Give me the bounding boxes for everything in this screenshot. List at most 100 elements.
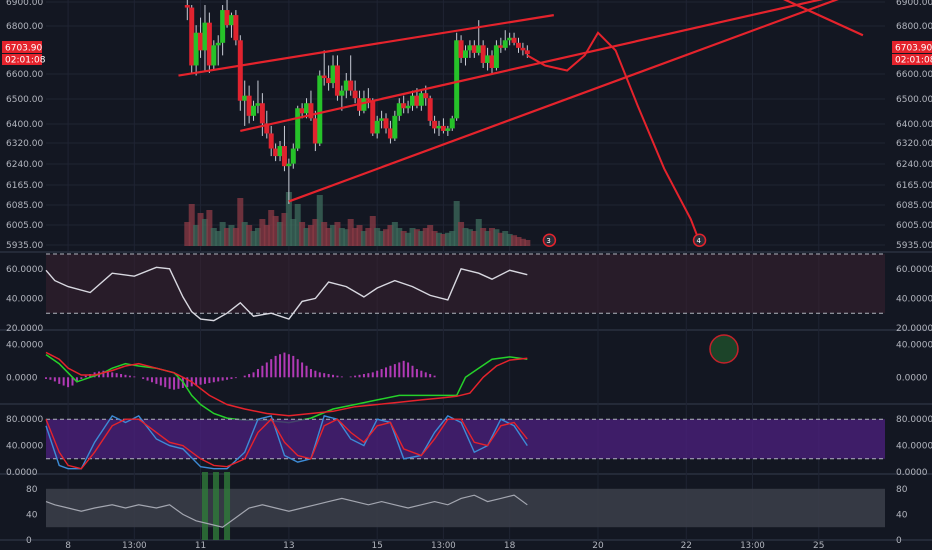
volume-bar — [360, 231, 367, 246]
macd-histogram-bar — [336, 375, 339, 378]
price-tick-label-left: 6165.00 — [6, 181, 43, 191]
volume-bar — [378, 231, 385, 246]
candle-down — [511, 37, 517, 43]
volume-bar — [475, 219, 482, 246]
rsi-band — [46, 254, 885, 314]
price-tick-label-left: 6600.00 — [6, 70, 43, 80]
event-marker[interactable]: 3 — [542, 233, 557, 247]
candle-up — [286, 163, 292, 167]
oscillator-tick-label-right: 80 — [896, 485, 908, 495]
trendline[interactable] — [240, 0, 863, 132]
candle-up — [436, 125, 442, 129]
projection-path[interactable] — [526, 31, 701, 243]
candle-down — [246, 95, 252, 116]
price-tick-label-right: 6800.00 — [896, 22, 932, 32]
macd-histogram-bar — [424, 372, 427, 378]
stochastic-d-line[interactable] — [45, 418, 528, 470]
macd-histogram-bar — [199, 377, 202, 385]
macd-histogram-bar — [208, 377, 211, 384]
candle-down — [515, 42, 521, 48]
volume-bar — [396, 228, 403, 246]
macd-histogram-bar — [274, 355, 277, 378]
oscillator-tick-label-left: 40 — [26, 510, 38, 520]
candle-down — [264, 123, 270, 134]
trendline[interactable] — [178, 14, 554, 77]
volume-bar — [453, 201, 460, 246]
candle-up — [290, 148, 296, 164]
oscillator-line[interactable] — [45, 494, 528, 528]
candle-down — [198, 32, 204, 51]
macd-histogram-bar — [354, 375, 357, 378]
trendline[interactable] — [288, 0, 863, 203]
time-axis-label: 13 — [283, 541, 294, 550]
event-marker-circle — [542, 233, 557, 247]
current-price-box-left — [2, 41, 42, 53]
candle-down — [427, 98, 433, 121]
macd-histogram-bar — [385, 367, 388, 378]
volume-bar — [215, 231, 222, 246]
candle-up — [392, 115, 398, 139]
trendline[interactable] — [753, 0, 864, 37]
candle-up — [410, 95, 416, 106]
stochastic-tick-label-left: 0.0000 — [6, 468, 38, 478]
rsi-tick-label-left: 60.0000 — [6, 265, 43, 275]
macd-histogram-bar — [164, 377, 167, 388]
candle-down — [352, 90, 358, 99]
volume-bar — [502, 231, 509, 246]
volume-bar — [272, 216, 279, 246]
candle-down — [233, 15, 239, 41]
macd-histogram-bar — [133, 376, 136, 378]
candle-up — [242, 95, 248, 101]
volume-bar — [184, 222, 191, 246]
volume-bar — [232, 228, 239, 246]
volume-bar — [488, 228, 495, 246]
current-price-box-right — [892, 41, 932, 53]
macd-histogram-bar — [128, 375, 131, 378]
macd-tick-label-left: 40.0000 — [6, 340, 43, 350]
macd-histogram-bar — [168, 377, 171, 389]
event-marker[interactable]: 4 — [692, 233, 707, 247]
volume-bar — [294, 204, 301, 246]
rsi-panel[interactable] — [45, 253, 885, 322]
volume-bar — [506, 234, 513, 246]
candle-down — [334, 65, 340, 96]
candle-up — [228, 15, 234, 26]
volume-bar — [511, 235, 518, 246]
stochastic-panel[interactable] — [45, 414, 885, 470]
macd-histogram-bar — [261, 365, 264, 378]
volume-bar — [391, 222, 398, 246]
stochastic-k-line[interactable] — [45, 414, 528, 470]
macd-panel[interactable] — [45, 334, 739, 424]
volume-bar — [356, 225, 363, 246]
macd-histogram-bar — [111, 372, 114, 378]
candle-up — [304, 103, 310, 114]
candle-down — [440, 125, 446, 131]
stochastic-tick-label-left: 80.0000 — [6, 415, 43, 425]
time-axis-label: 13:00 — [122, 541, 147, 550]
oscillator-panel[interactable] — [45, 472, 885, 540]
volume-bar — [197, 213, 204, 246]
macd-signal-line[interactable] — [45, 351, 528, 417]
macd-histogram-bar — [309, 369, 312, 378]
rsi-tick-label-left: 40.0000 — [6, 294, 43, 304]
candle-up — [467, 45, 473, 51]
candle-up — [255, 103, 261, 106]
time-axis-label: 11 — [195, 541, 206, 550]
volume-bar — [210, 228, 217, 246]
volume-bar — [250, 231, 257, 246]
oscillator-band — [46, 488, 885, 528]
rsi-line[interactable] — [45, 266, 528, 322]
price-tick-label-left: 5935.00 — [6, 241, 43, 251]
macd-histogram-bar — [75, 377, 78, 383]
price-tick-label-left: 6900.00 — [6, 0, 43, 8]
volume-bar — [316, 195, 323, 246]
oscillator-tick-label-right: 0 — [896, 536, 902, 546]
candle-down — [281, 146, 287, 167]
volume-bar — [347, 219, 354, 246]
volume-bar — [193, 225, 200, 246]
candle-up — [396, 103, 402, 116]
price-tick-label-right: 6085.00 — [896, 201, 932, 211]
